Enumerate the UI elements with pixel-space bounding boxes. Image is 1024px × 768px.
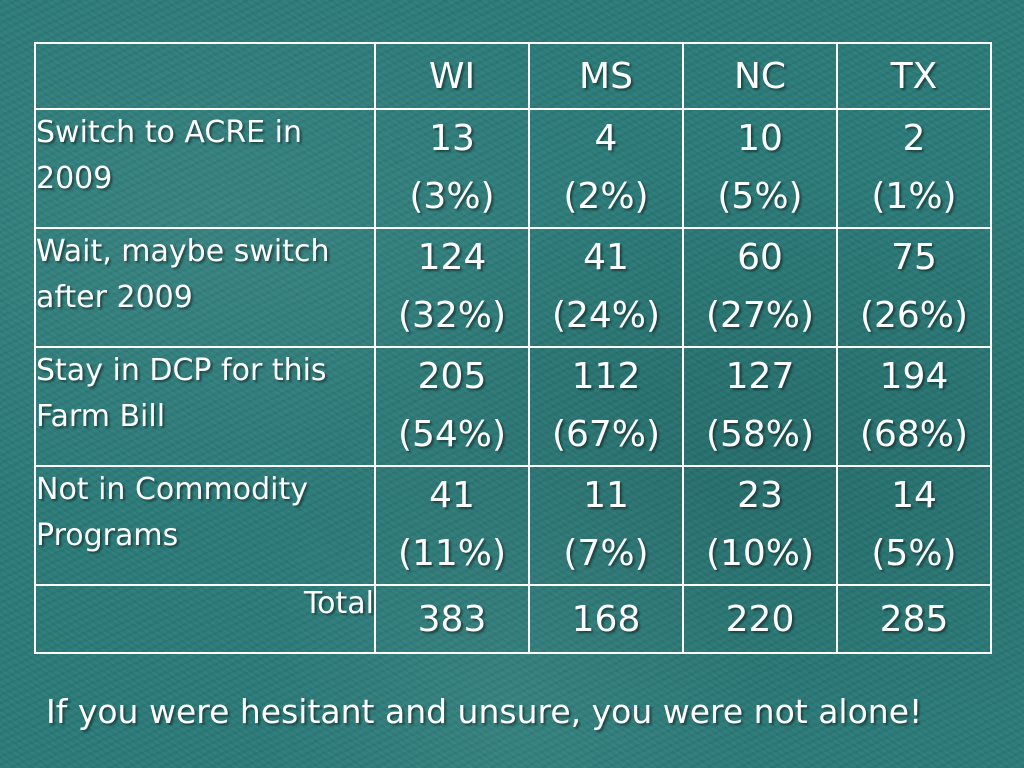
table-row: Not in Commodity Programs 41 (11%) 11 (7%)… bbox=[34, 465, 992, 586]
cell-percent: (68%) bbox=[859, 414, 969, 455]
cell-percent: (54%) bbox=[397, 414, 507, 455]
cell-count: 14 bbox=[891, 475, 937, 516]
table-row: Switch to ACRE in 2009 13 (3%) 4 (2%) 10 (5… bbox=[34, 108, 992, 229]
table-cell: 2 (1%) bbox=[836, 108, 992, 229]
total-cell-nc: 220 bbox=[682, 584, 838, 654]
cell-count: 127 bbox=[725, 356, 795, 397]
survey-results-table: WI MS NC TX Switch to ACRE in 2009 13 (3%… bbox=[34, 42, 992, 654]
cell-count: 124 bbox=[417, 237, 487, 278]
total-cell-ms: 168 bbox=[528, 584, 684, 654]
table-cell: 23 (10%) bbox=[682, 465, 838, 586]
table-cell: 194 (68%) bbox=[836, 346, 992, 467]
cell-percent: (26%) bbox=[859, 295, 969, 336]
table-cell: 205 (54%) bbox=[374, 346, 530, 467]
cell-percent: (32%) bbox=[397, 295, 507, 336]
corner-cell bbox=[34, 42, 376, 110]
table-cell: 4 (2%) bbox=[528, 108, 684, 229]
table-cell: 127 (58%) bbox=[682, 346, 838, 467]
cell-count: 194 bbox=[879, 356, 949, 397]
cell-percent: (5%) bbox=[717, 176, 803, 217]
table-cell: 112 (67%) bbox=[528, 346, 684, 467]
cell-percent: (67%) bbox=[551, 414, 661, 455]
cell-count: 2 bbox=[902, 118, 926, 159]
row-label: Switch to ACRE in 2009 bbox=[34, 108, 376, 229]
total-cell-wi: 383 bbox=[374, 584, 530, 654]
table-row: Wait, maybe switch after 2009 124 (32%) 4… bbox=[34, 227, 992, 348]
table-cell: 75 (26%) bbox=[836, 227, 992, 348]
table-cell: 124 (32%) bbox=[374, 227, 530, 348]
row-label: Not in Commodity Programs bbox=[34, 465, 376, 586]
total-cell-tx: 285 bbox=[836, 584, 992, 654]
table-cell: 13 (3%) bbox=[374, 108, 530, 229]
table-cell: 10 (5%) bbox=[682, 108, 838, 229]
cell-percent: (58%) bbox=[705, 414, 815, 455]
column-header-ms: MS bbox=[528, 42, 684, 110]
column-header-wi: WI bbox=[374, 42, 530, 110]
cell-count: 23 bbox=[737, 475, 783, 516]
footer-caption: If you were hesitant and unsure, you wer… bbox=[46, 692, 923, 731]
cell-count: 10 bbox=[737, 118, 783, 159]
cell-count: 13 bbox=[429, 118, 475, 159]
cell-count: 112 bbox=[571, 356, 641, 397]
total-label: Total bbox=[34, 584, 376, 654]
table-header-row: WI MS NC TX bbox=[34, 42, 992, 110]
table-cell: 11 (7%) bbox=[528, 465, 684, 586]
row-label: Stay in DCP for this Farm Bill bbox=[34, 346, 376, 467]
cell-count: 41 bbox=[583, 237, 629, 278]
cell-count: 41 bbox=[429, 475, 475, 516]
cell-count: 75 bbox=[891, 237, 937, 278]
cell-percent: (5%) bbox=[871, 533, 957, 574]
column-header-nc: NC bbox=[682, 42, 838, 110]
cell-percent: (1%) bbox=[871, 176, 957, 217]
table-cell: 14 (5%) bbox=[836, 465, 992, 586]
cell-percent: (10%) bbox=[705, 533, 815, 574]
table-cell: 60 (27%) bbox=[682, 227, 838, 348]
cell-count: 4 bbox=[594, 118, 618, 159]
cell-percent: (2%) bbox=[563, 176, 649, 217]
table-cell: 41 (24%) bbox=[528, 227, 684, 348]
table-row: Stay in DCP for this Farm Bill 205 (54%) … bbox=[34, 346, 992, 467]
cell-count: 11 bbox=[583, 475, 629, 516]
cell-count: 205 bbox=[417, 356, 487, 397]
row-label: Wait, maybe switch after 2009 bbox=[34, 227, 376, 348]
cell-percent: (7%) bbox=[563, 533, 649, 574]
cell-percent: (27%) bbox=[705, 295, 815, 336]
column-header-tx: TX bbox=[836, 42, 992, 110]
cell-percent: (3%) bbox=[409, 176, 495, 217]
total-row: Total 383 168 220 285 bbox=[34, 584, 992, 654]
cell-percent: (24%) bbox=[551, 295, 661, 336]
table-cell: 41 (11%) bbox=[374, 465, 530, 586]
cell-percent: (11%) bbox=[397, 533, 507, 574]
cell-count: 60 bbox=[737, 237, 783, 278]
